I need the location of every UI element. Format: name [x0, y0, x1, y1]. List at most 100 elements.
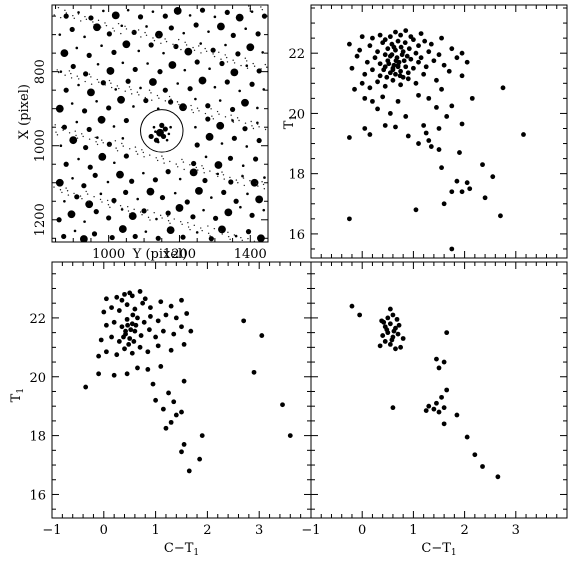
faint-star: [211, 115, 213, 117]
star: [142, 171, 145, 175]
faint-star: [129, 213, 131, 215]
faint-star: [113, 202, 115, 204]
marks: [349, 303, 501, 480]
data-point: [411, 65, 416, 71]
data-point: [521, 132, 526, 137]
star: [159, 122, 165, 128]
data-point: [155, 343, 161, 349]
faint-star: [145, 34, 148, 36]
star: [145, 25, 148, 28]
y-tick-label: 800: [33, 59, 48, 84]
faint-star: [158, 97, 160, 99]
faint-star: [54, 124, 56, 126]
data-point: [103, 322, 109, 328]
star: [69, 26, 75, 33]
star: [238, 89, 241, 93]
faint-star: [148, 89, 151, 91]
faint-star: [235, 179, 238, 181]
star: [244, 27, 247, 31]
data-point: [398, 32, 403, 38]
star: [83, 71, 89, 77]
faint-star: [187, 221, 189, 224]
data-point: [395, 98, 401, 104]
data-point: [434, 105, 439, 110]
star: [106, 31, 112, 37]
data-point: [137, 289, 143, 294]
y-tick-label: 18: [288, 168, 305, 183]
data-point: [387, 34, 393, 40]
star: [83, 144, 89, 151]
faint-star: [67, 194, 70, 196]
faint-star: [59, 189, 62, 191]
faint-star: [82, 135, 84, 138]
faint-star: [57, 6, 60, 9]
star: [189, 168, 198, 177]
star: [106, 67, 115, 75]
data-point: [387, 341, 393, 347]
star: [178, 177, 182, 181]
data-point: [347, 216, 352, 222]
faint-star: [64, 74, 66, 76]
data-point: [386, 61, 392, 67]
data-point: [498, 213, 503, 219]
star: [205, 116, 211, 122]
data-point: [384, 74, 390, 80]
data-point: [109, 305, 114, 311]
y-tick-label: 18: [29, 430, 46, 445]
faint-star: [92, 21, 94, 23]
data-point: [140, 300, 146, 306]
data-point: [390, 67, 396, 73]
data-point: [127, 336, 133, 341]
data-point: [385, 315, 391, 321]
data-point: [449, 189, 455, 195]
star: [207, 30, 210, 33]
star: [71, 177, 74, 180]
data-point: [377, 73, 383, 79]
star: [162, 13, 168, 19]
star: [195, 231, 199, 234]
data-point: [160, 406, 166, 412]
faint-star: [242, 177, 245, 179]
faint-star: [68, 132, 71, 134]
faint-star: [240, 236, 242, 239]
data-point: [416, 59, 421, 65]
data-point: [416, 141, 421, 146]
faint-star: [151, 99, 153, 101]
star: [224, 208, 233, 217]
faint-star: [72, 14, 74, 17]
faint-star: [112, 27, 114, 30]
data-point: [413, 50, 419, 56]
faint-star: [216, 110, 219, 113]
data-point: [145, 367, 151, 372]
faint-star: [171, 102, 173, 105]
star: [155, 217, 158, 221]
data-point: [375, 106, 380, 112]
faint-star: [247, 237, 249, 240]
faint-star: [90, 83, 93, 85]
star: [184, 47, 193, 56]
faint-star: [60, 126, 63, 129]
data-point: [364, 59, 370, 65]
faint-star: [85, 18, 88, 21]
star: [194, 125, 197, 129]
data-point: [500, 85, 506, 91]
data-point: [439, 165, 444, 171]
faint-star: [124, 25, 126, 28]
data-point: [431, 58, 437, 64]
faint-star: [202, 167, 205, 170]
star: [136, 197, 139, 201]
faint-star: [169, 160, 171, 163]
data-point: [395, 331, 401, 337]
faint-star: [70, 77, 73, 79]
faint-star: [62, 129, 64, 131]
star: [249, 212, 255, 218]
faint-star: [143, 156, 145, 158]
star: [195, 186, 203, 195]
faint-star: [240, 64, 242, 67]
faint-star: [198, 45, 200, 47]
star: [166, 226, 175, 235]
data-point: [490, 174, 496, 180]
data-point: [441, 359, 447, 365]
faint-star: [198, 110, 200, 112]
star: [83, 35, 86, 39]
